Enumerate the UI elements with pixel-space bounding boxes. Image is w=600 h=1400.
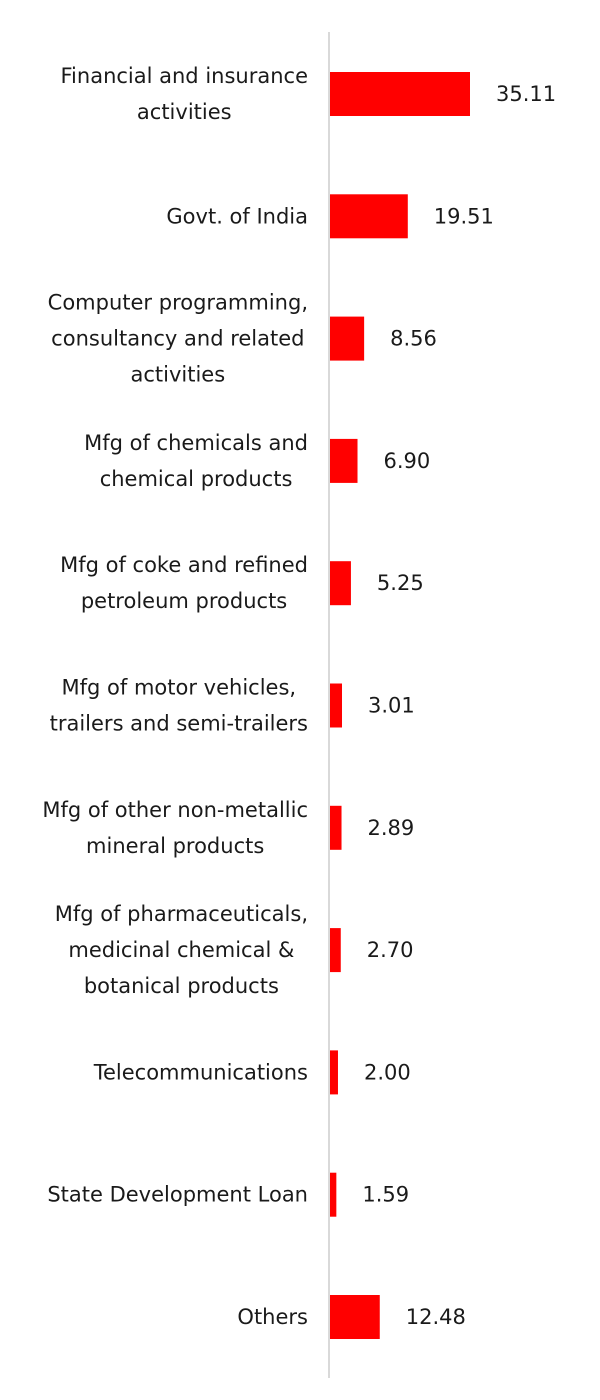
category-label-line: Telecommunications [93, 1060, 308, 1084]
category-label-line: Mfg of pharmaceuticals, [55, 902, 308, 926]
category-label-line: Govt. of India [166, 204, 308, 228]
value-label: 5.25 [377, 571, 424, 595]
category-label-line: Others [237, 1305, 308, 1329]
bar [330, 561, 351, 606]
value-label: 12.48 [406, 1305, 466, 1329]
category-label-line: Mfg of motor vehicles, [62, 676, 297, 700]
bar [330, 194, 408, 239]
category-label: Others [237, 1305, 308, 1329]
bar [330, 805, 342, 850]
category-label: Computer programming, consultancy and rel… [48, 291, 308, 387]
category-label: Mfg of other non-metallic mineral product… [42, 798, 308, 858]
category-label-line: medicinal chemical & [68, 938, 294, 962]
bar [330, 1295, 380, 1339]
category-label-line: State Development Loan [47, 1183, 308, 1207]
value-label: 2.00 [364, 1060, 411, 1084]
category-label-line: chemical products [100, 467, 293, 491]
value-label: 1.59 [362, 1183, 409, 1207]
bar [330, 438, 358, 483]
category-label-line: Financial and insurance [61, 64, 309, 88]
category-label: Mfg of coke and refined petroleum product… [60, 553, 308, 613]
category-label: Financial and insurance activities [61, 64, 309, 124]
category-label-line: activities [130, 363, 225, 387]
category-label-line: mineral products [86, 834, 264, 858]
category-label-line: trailers and semi-trailers [50, 712, 308, 736]
bar [330, 1172, 337, 1217]
value-label: 35.11 [496, 82, 556, 106]
category-label: Mfg of chemicals and chemical products [84, 431, 308, 491]
category-label-line: Computer programming, [48, 291, 308, 315]
category-label-line: Mfg of coke and refined [60, 553, 308, 577]
bars-group [330, 72, 470, 1339]
bar [330, 1050, 338, 1095]
category-label: Telecommunications [93, 1060, 308, 1084]
value-label: 2.70 [367, 938, 414, 962]
category-label: Govt. of India [166, 204, 308, 228]
value-label: 8.56 [390, 327, 437, 351]
bar [330, 316, 365, 361]
category-label: Mfg of motor vehicles, trailers and semi-… [50, 676, 308, 736]
value-labels-group: 35.11 19.51 8.56 6.90 5.25 3.01 2.89 2.70 2.00 1.… [362, 82, 556, 1329]
category-label-line: Mfg of chemicals and [84, 431, 308, 455]
category-label-line: consultancy and related [51, 327, 304, 351]
category-label-line: activities [137, 100, 232, 124]
value-label: 6.90 [384, 449, 431, 473]
category-label: Mfg of pharmaceuticals, medicinal chemica… [55, 902, 308, 998]
category-label-line: petroleum products [81, 589, 287, 613]
value-label: 19.51 [434, 204, 494, 228]
bar [330, 683, 343, 728]
bar [330, 72, 470, 116]
category-label: State Development Loan [47, 1183, 308, 1207]
category-label-line: Mfg of other non-metallic [42, 798, 308, 822]
value-label: 2.89 [368, 816, 415, 840]
category-label-line: botanical products [84, 974, 279, 998]
bar [330, 928, 341, 973]
value-label: 3.01 [368, 694, 415, 718]
category-labels-group: Financial and insurance activities Govt. o… [42, 64, 308, 1329]
